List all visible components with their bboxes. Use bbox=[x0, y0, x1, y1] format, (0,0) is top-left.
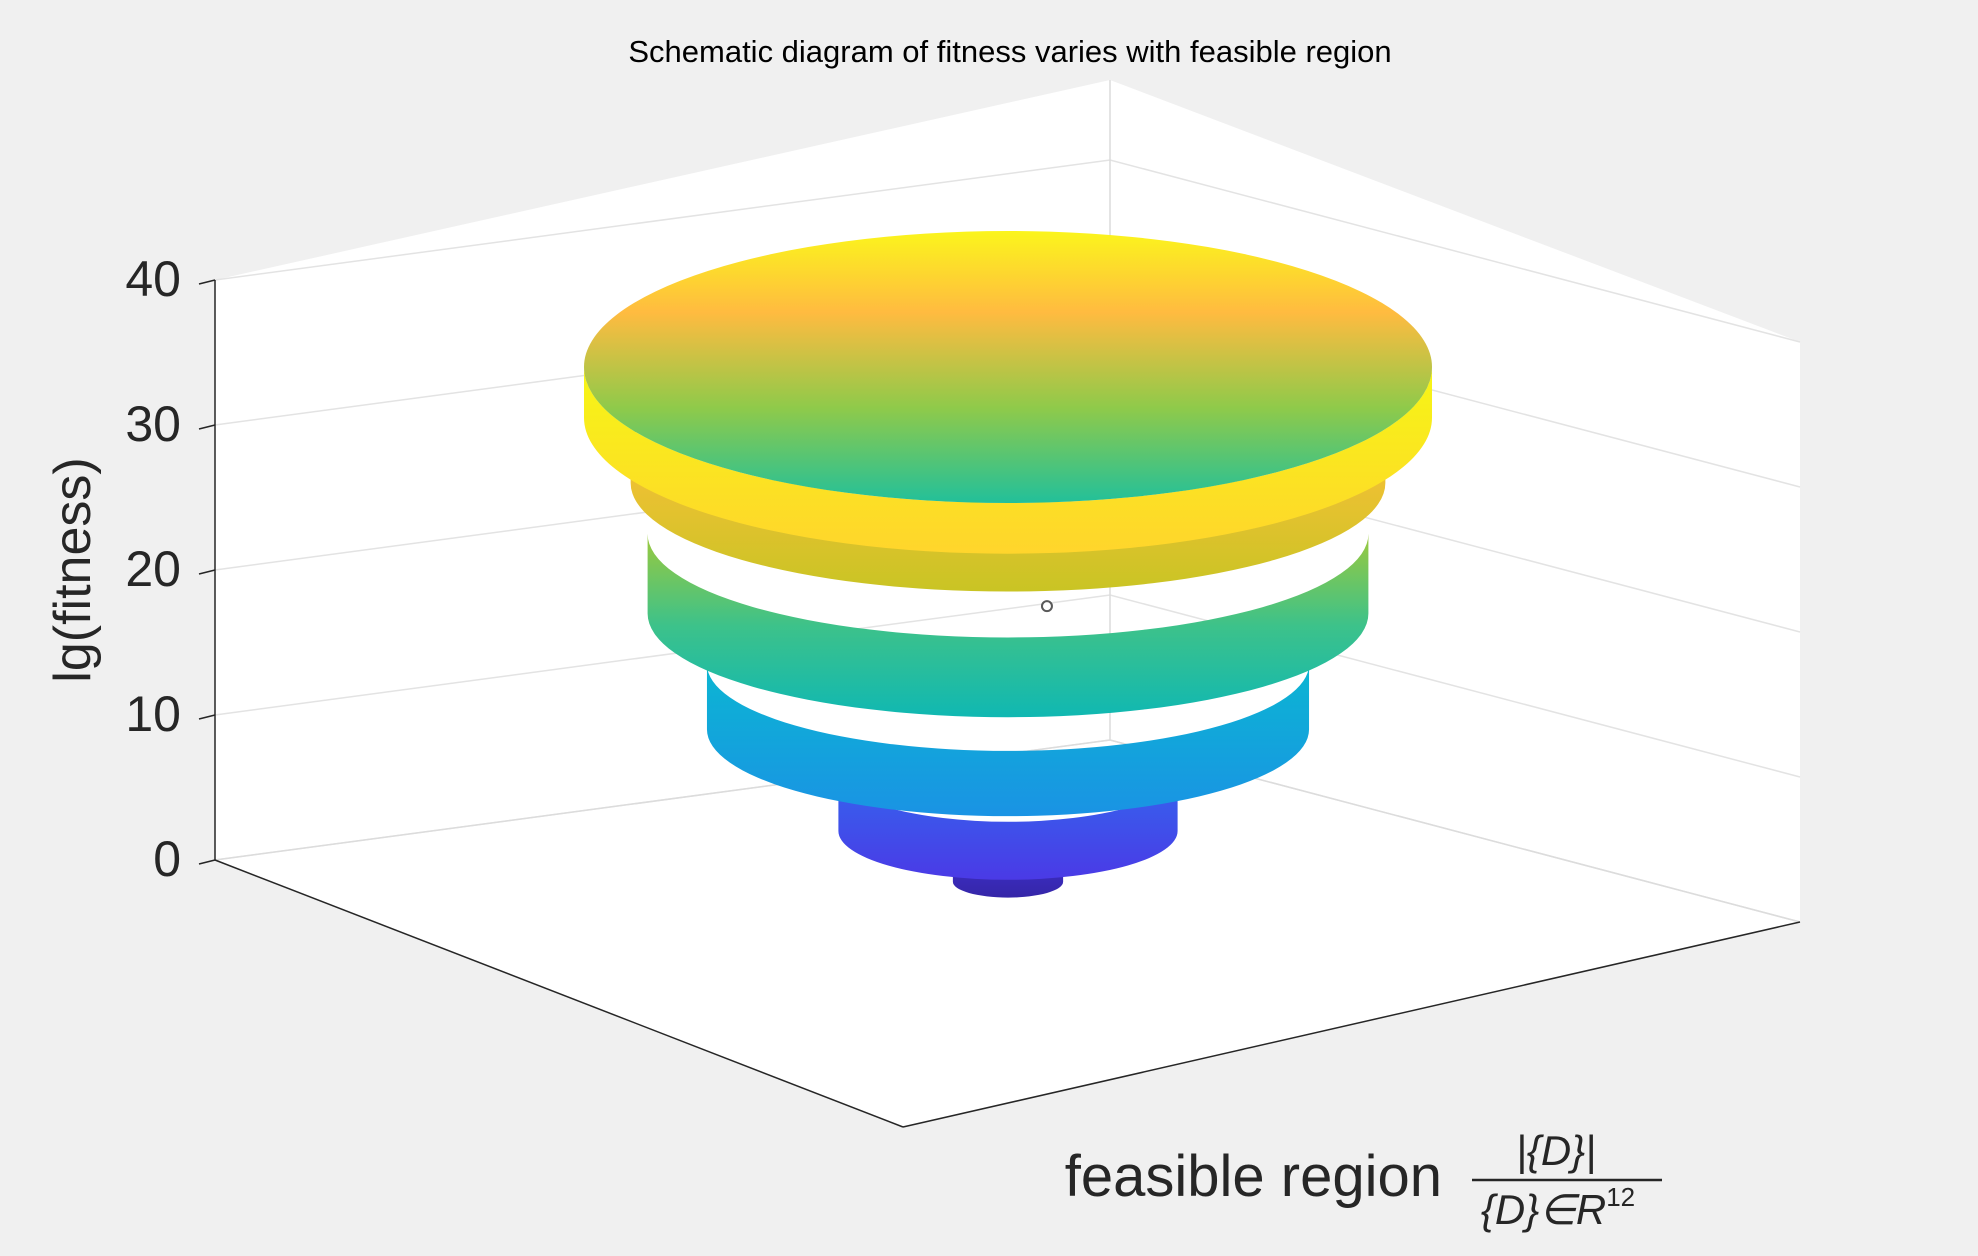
data-marker bbox=[1040, 600, 1053, 613]
chart-title: Schematic diagram of fitness varies with… bbox=[628, 34, 1391, 69]
surface-tier-5 bbox=[630, 425, 1386, 592]
surface-tier-3 bbox=[706, 664, 1310, 817]
floor-pane bbox=[215, 740, 1800, 1127]
x-axis-label-denominator: {D}∈R12 bbox=[1481, 1182, 1635, 1233]
x-axis-label-denominator-base: {D}∈R bbox=[1481, 1186, 1606, 1233]
z-tick-mark bbox=[198, 859, 216, 865]
x-axis-label-text: feasible region bbox=[1065, 1144, 1442, 1209]
x-axis-label-numerator: |{D}| bbox=[1516, 1127, 1596, 1175]
z-tick-label: 40 bbox=[125, 251, 181, 307]
x-axis-line bbox=[214, 859, 904, 1128]
surface-tier-2 bbox=[838, 773, 1178, 880]
surface-interior bbox=[584, 231, 1432, 503]
z-ticks: 0 10 20 30 40 bbox=[125, 251, 216, 887]
z-tick-label: 10 bbox=[125, 686, 181, 742]
z-tick-mark bbox=[198, 279, 216, 285]
y-axis-line bbox=[902, 921, 1801, 1128]
fitness-surface bbox=[584, 231, 1432, 898]
z-tick-mark bbox=[198, 424, 216, 430]
x-axis-label: feasible region |{D}| {D}∈R12 bbox=[1065, 1127, 1662, 1233]
z-tick-mark bbox=[198, 569, 216, 575]
x-axis-label-exponent: 12 bbox=[1606, 1182, 1635, 1212]
z-tick-label: 0 bbox=[153, 831, 181, 887]
z-axis-label: lg(fitness) bbox=[44, 457, 102, 682]
z-tick-mark bbox=[198, 714, 216, 720]
z-tick-label: 30 bbox=[125, 396, 181, 452]
surface-tier-6 bbox=[584, 367, 1432, 554]
z-tick-label: 20 bbox=[125, 541, 181, 597]
surface-tier-4 bbox=[647, 533, 1369, 718]
